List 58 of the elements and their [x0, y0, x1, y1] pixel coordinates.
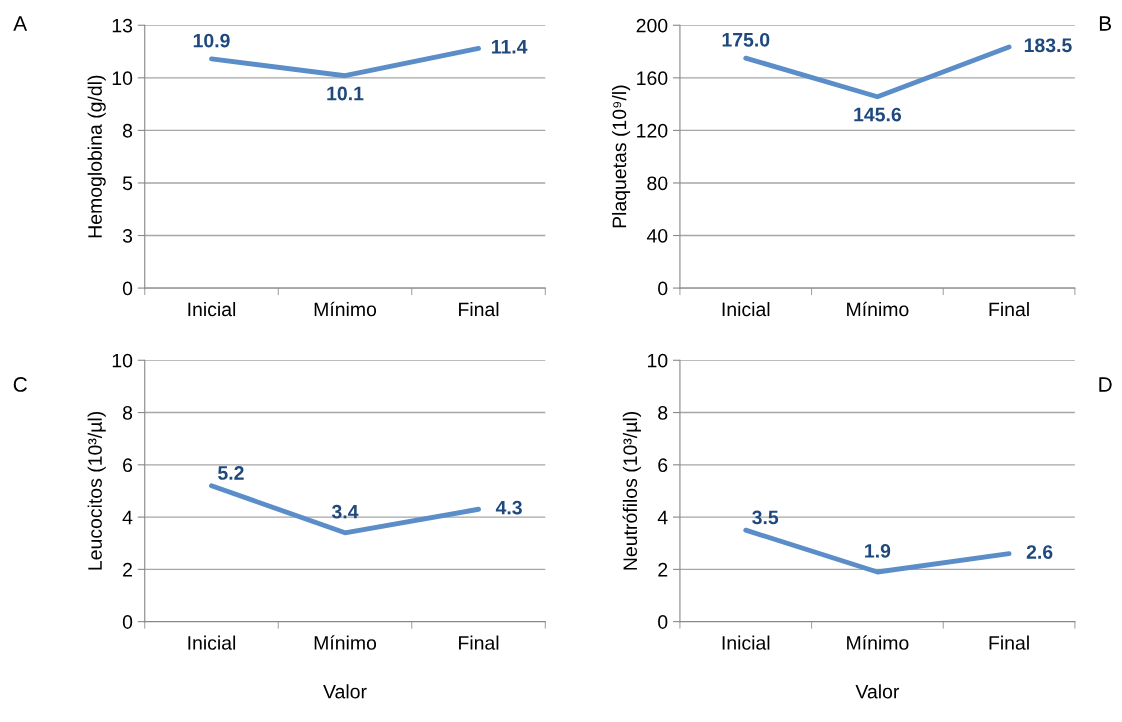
x-tick-label: Inicial	[722, 301, 770, 317]
y-tick-label: 10	[647, 353, 668, 368]
y-tick-label: 10	[112, 71, 133, 86]
y-tick-label: 8	[122, 406, 133, 420]
x-tick-label: Inicial	[188, 635, 236, 650]
data-label: 10.9	[193, 33, 230, 48]
data-label: 183.5	[1024, 38, 1072, 53]
y-tick-label: 200	[636, 18, 668, 33]
y-axis-title: Neutrófilos (10³/µl)	[622, 412, 641, 570]
y-tick-label: 120	[637, 123, 668, 138]
x-tick-label: Final	[459, 301, 499, 317]
x-tick-label: Mínimo	[847, 635, 909, 650]
y-tick-label: 0	[122, 281, 133, 296]
data-label: 5.2	[218, 466, 244, 480]
y-tick-label: 160	[637, 71, 668, 86]
y-axis-title: Hemoglobina (g/dl)	[87, 75, 106, 238]
y-tick-label: 8	[122, 123, 133, 138]
data-label: 2.6	[1026, 545, 1053, 559]
data-label: 4.3	[495, 500, 522, 515]
x-tick-label: Mínimo	[314, 635, 377, 650]
y-tick-label: 40	[646, 228, 668, 243]
y-tick-label: 4	[657, 510, 668, 525]
y-tick-label: 80	[647, 176, 668, 191]
y-tick-label: 6	[123, 458, 133, 473]
data-label: 10.1	[327, 86, 364, 101]
y-tick-label: 13	[112, 18, 133, 33]
y-tick-label: 0	[658, 281, 668, 296]
x-axis-title: Valor	[323, 684, 367, 699]
data-label: 1.9	[865, 543, 891, 558]
y-tick-label: 6	[658, 458, 668, 473]
data-label: 3.4	[331, 504, 359, 519]
x-tick-label: Final	[989, 301, 1029, 317]
x-tick-label: Final	[989, 635, 1029, 650]
text: D	[1099, 377, 1112, 392]
text: A	[13, 16, 28, 31]
data-label: 3.5	[752, 510, 779, 525]
y-axis-title: Leucocitos (10³/µl)	[87, 411, 106, 570]
data-label: 11.4	[491, 40, 528, 54]
y-tick-label: 10	[112, 353, 133, 368]
y-tick-label: 3	[122, 228, 133, 243]
y-tick-label: 0	[122, 615, 133, 629]
y-tick-label: 2	[123, 562, 132, 577]
y-axis-title: Plaquetas (10⁹/l)	[612, 85, 631, 228]
x-axis-title: Valor	[855, 684, 900, 699]
data-label: 145.6	[854, 107, 902, 122]
x-tick-label: Final	[459, 635, 499, 650]
y-tick-label: 4	[122, 510, 133, 525]
y-tick-label: 0	[658, 615, 668, 629]
x-tick-label: Mínimo	[314, 301, 377, 317]
x-tick-label: Mínimo	[847, 301, 909, 317]
x-tick-label: Inicial	[722, 635, 770, 650]
y-tick-label: 8	[658, 406, 668, 420]
x-tick-label: Inicial	[188, 301, 236, 317]
y-tick-label: 2	[658, 562, 668, 577]
y-tick-label: 5	[122, 176, 133, 191]
text: C	[13, 377, 27, 392]
text: B	[1099, 16, 1112, 31]
data-label: 175.0	[722, 32, 770, 47]
